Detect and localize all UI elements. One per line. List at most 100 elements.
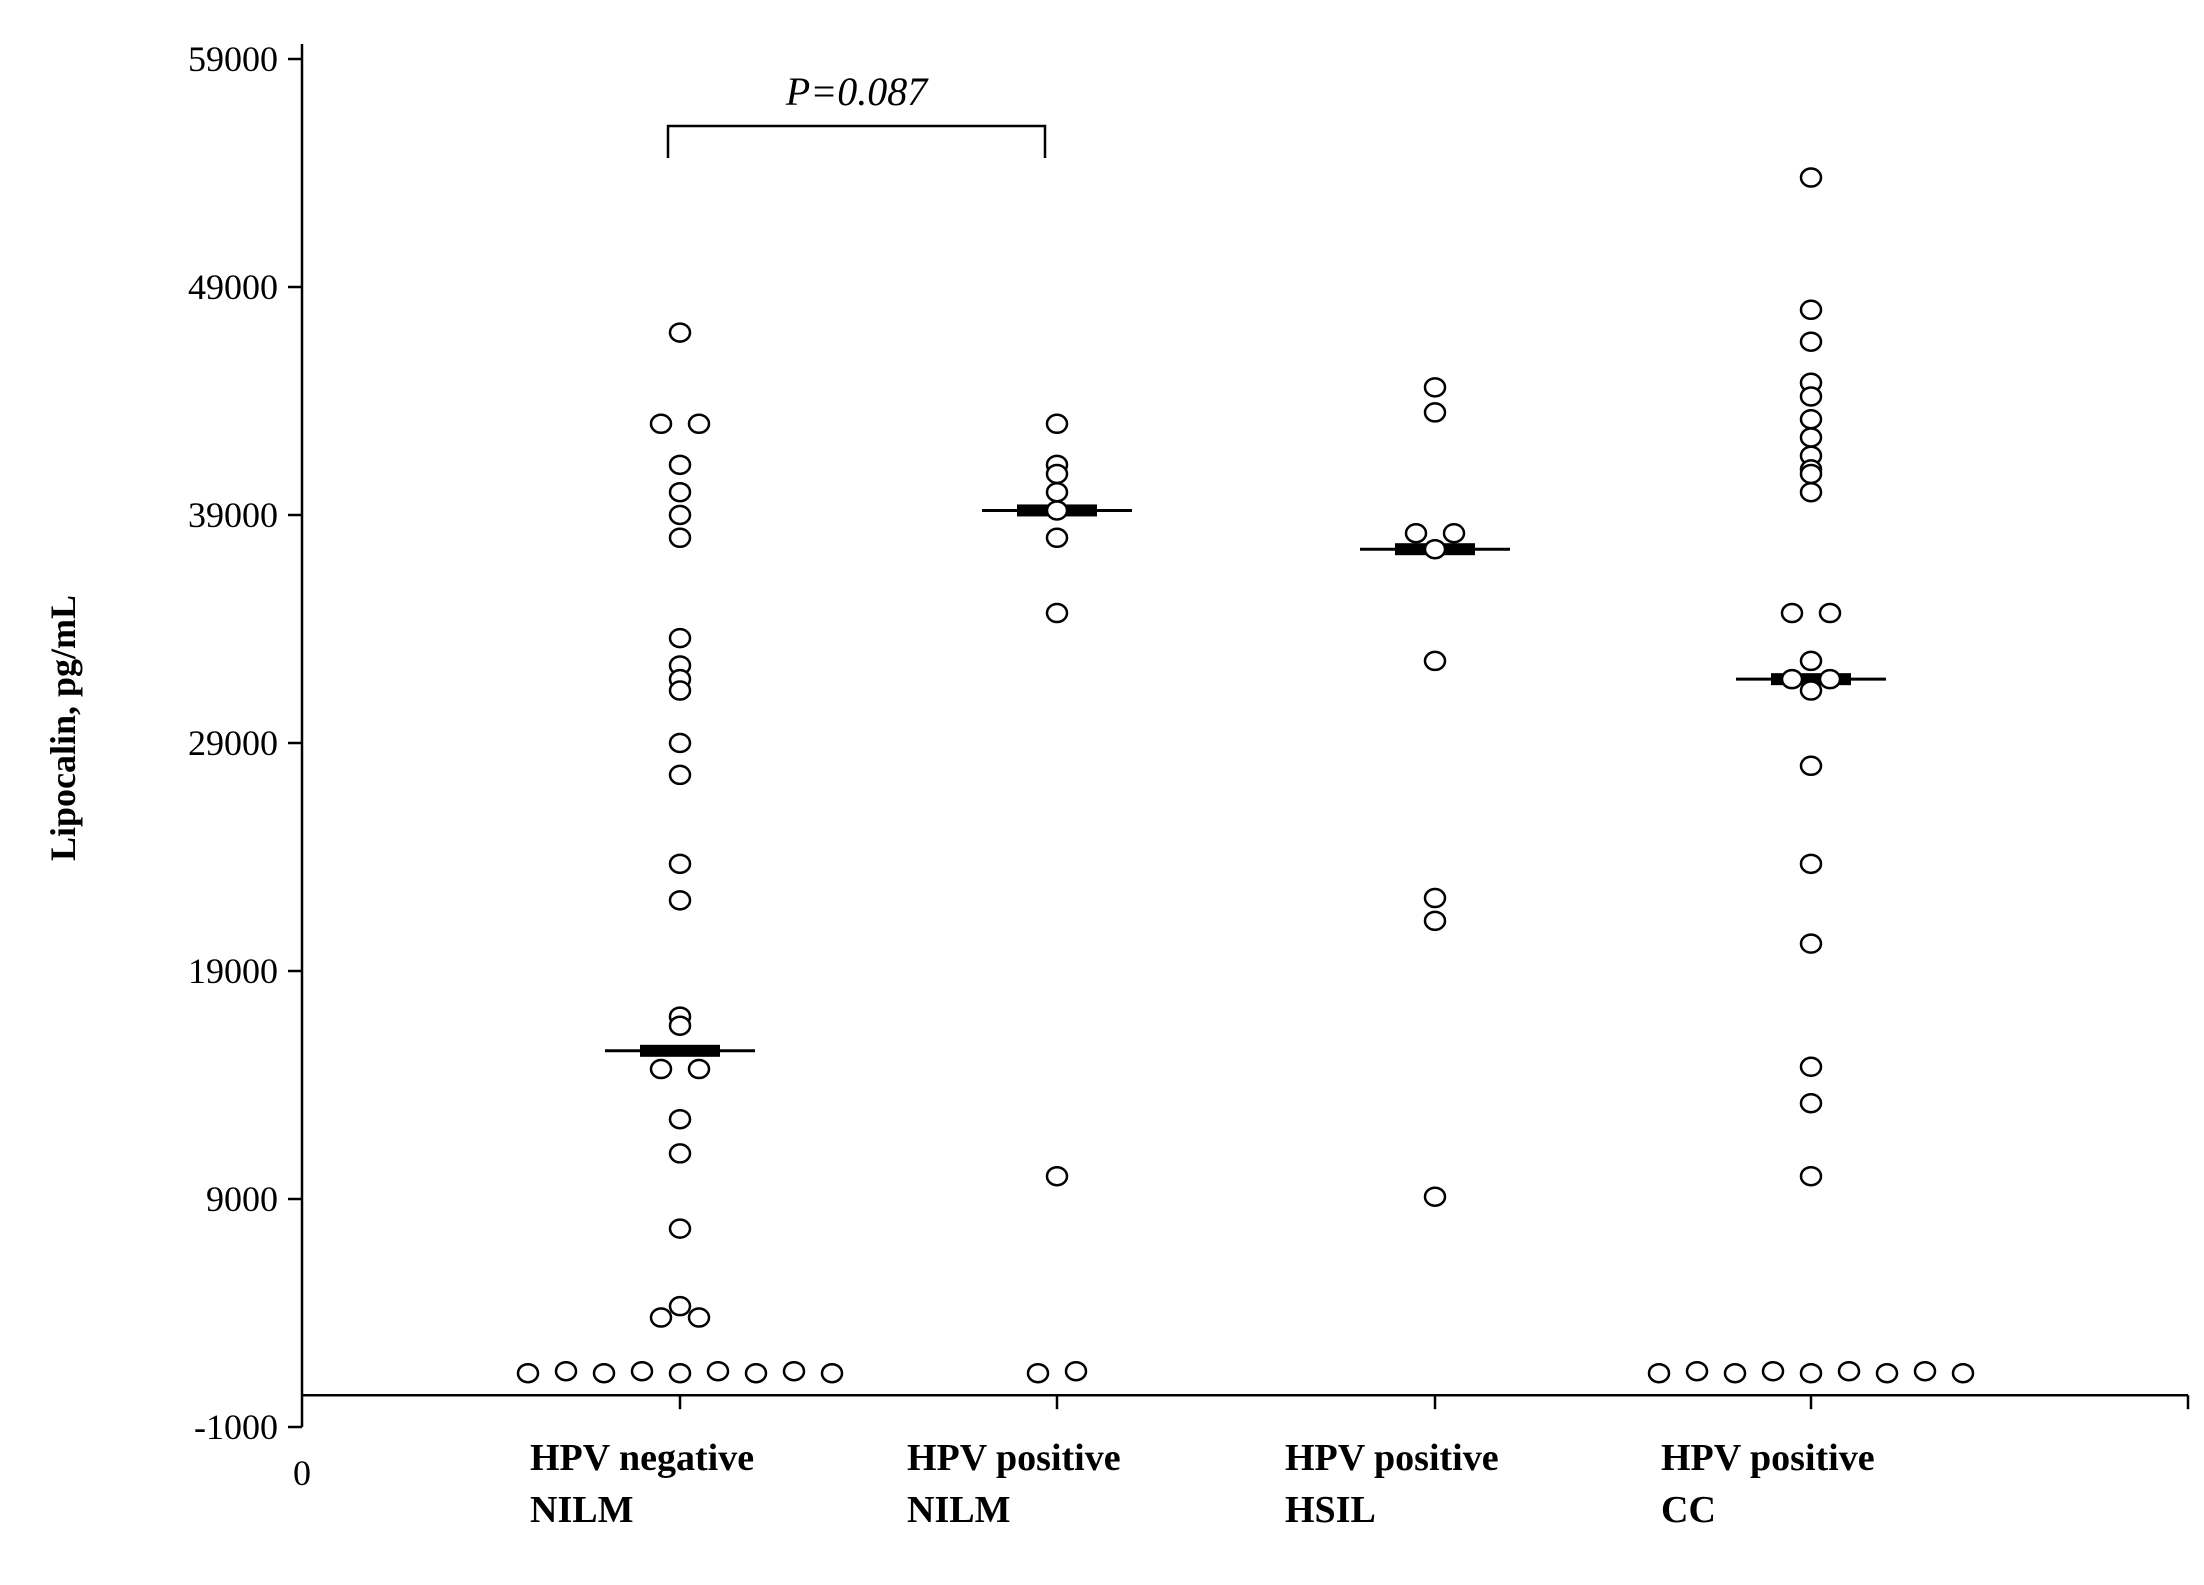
data-point xyxy=(649,1307,673,1328)
data-point xyxy=(687,1307,711,1328)
data-point xyxy=(668,680,692,701)
data-point xyxy=(1799,1056,1823,1078)
data-point xyxy=(1799,1165,1823,1187)
data-point xyxy=(668,732,692,754)
data-point xyxy=(1799,463,1823,485)
data-point xyxy=(1818,668,1842,690)
data-point xyxy=(649,1058,673,1080)
data-point xyxy=(1799,650,1823,672)
category-labels: HPV negative NILM HPV positive NILM HPV posi… xyxy=(530,1437,1875,1531)
y-tick-label: 49000 xyxy=(188,267,278,307)
category-label-line1: HPV positive xyxy=(1285,1437,1499,1479)
y-tick-label: 39000 xyxy=(188,495,278,535)
y-axis-title: Lipocalin, pg/mL xyxy=(43,595,83,861)
data-point xyxy=(782,1360,806,1382)
data-point xyxy=(1818,602,1842,624)
data-point xyxy=(820,1362,844,1384)
data-point xyxy=(1761,1360,1785,1382)
data-point xyxy=(687,413,711,435)
data-point xyxy=(1837,1360,1861,1382)
data-point xyxy=(630,1360,654,1382)
data-point xyxy=(592,1362,616,1384)
category-label-line2: NILM xyxy=(907,1489,1010,1531)
data-point xyxy=(1723,1362,1747,1384)
y-tick-label: -1000 xyxy=(194,1407,278,1447)
significance-annotation: P=0.087 xyxy=(666,69,1047,158)
data-point xyxy=(1442,522,1466,544)
data-point xyxy=(668,504,692,526)
data-point xyxy=(1799,680,1823,701)
data-point xyxy=(1045,463,1069,485)
data-point xyxy=(1026,1362,1050,1384)
data-point xyxy=(668,1108,692,1130)
data-point xyxy=(1799,755,1823,777)
data-point xyxy=(1780,668,1804,690)
data-point xyxy=(649,413,673,435)
data-point xyxy=(1799,481,1823,503)
data-point xyxy=(1045,1165,1069,1187)
data-point xyxy=(668,890,692,911)
data-point xyxy=(668,1362,692,1384)
data-point xyxy=(1423,650,1447,672)
x-origin-label: 0 xyxy=(293,1453,311,1493)
data-point xyxy=(668,322,692,343)
data-point xyxy=(668,853,692,875)
y-tick-label: 9000 xyxy=(206,1179,278,1219)
y-ticks: 59000 49000 39000 29000 19000 9000 -1000 xyxy=(188,39,302,1447)
data-point xyxy=(554,1360,578,1382)
data-point xyxy=(687,1058,711,1080)
data-point xyxy=(1045,500,1069,521)
median-bar xyxy=(640,1044,720,1057)
category-label-line2: HSIL xyxy=(1285,1489,1376,1531)
data-point xyxy=(1423,538,1447,560)
data-point xyxy=(744,1362,768,1384)
significance-bracket xyxy=(666,124,1047,158)
data-point xyxy=(1799,167,1823,188)
data-point xyxy=(1799,1362,1823,1384)
category-label-line2: CC xyxy=(1661,1489,1716,1531)
data-point xyxy=(1799,1092,1823,1114)
data-point xyxy=(1404,522,1428,544)
category-label-line2: NILM xyxy=(530,1489,633,1531)
data-point xyxy=(668,1015,692,1036)
data-point xyxy=(1423,1186,1447,1207)
category-label-line1: HPV positive xyxy=(907,1437,1121,1479)
data-point xyxy=(1064,1360,1088,1382)
data-point xyxy=(668,454,692,476)
data-point xyxy=(668,627,692,649)
data-point xyxy=(1875,1362,1899,1384)
y-tick-label: 59000 xyxy=(188,39,278,79)
data-point xyxy=(706,1360,730,1382)
data-point xyxy=(1799,933,1823,954)
y-tick-label: 19000 xyxy=(188,951,278,991)
data-point xyxy=(1045,481,1069,503)
data-point xyxy=(1799,331,1823,352)
data-point xyxy=(668,481,692,503)
data-point xyxy=(1780,602,1804,624)
median-markers xyxy=(605,504,1886,1057)
data-point xyxy=(1045,413,1069,435)
data-point xyxy=(1423,910,1447,932)
data-point xyxy=(668,527,692,549)
data-point xyxy=(1799,408,1823,430)
data-point xyxy=(1799,853,1823,875)
axes xyxy=(300,44,2190,1427)
y-tick-label: 29000 xyxy=(188,723,278,763)
data-point xyxy=(1647,1362,1671,1384)
data-point xyxy=(1423,402,1447,423)
data-point xyxy=(668,764,692,786)
category-label-line1: HPV positive xyxy=(1661,1437,1875,1479)
data-point xyxy=(668,1143,692,1164)
data-point xyxy=(1685,1360,1709,1382)
data-point xyxy=(1045,602,1069,624)
data-points xyxy=(516,167,1975,1384)
data-point xyxy=(1951,1362,1975,1384)
data-point xyxy=(1423,887,1447,909)
category-label-line1: HPV negative xyxy=(530,1437,754,1479)
data-point xyxy=(1913,1360,1937,1382)
data-point xyxy=(1045,527,1069,549)
data-point xyxy=(1423,377,1447,398)
data-point xyxy=(668,1295,692,1317)
